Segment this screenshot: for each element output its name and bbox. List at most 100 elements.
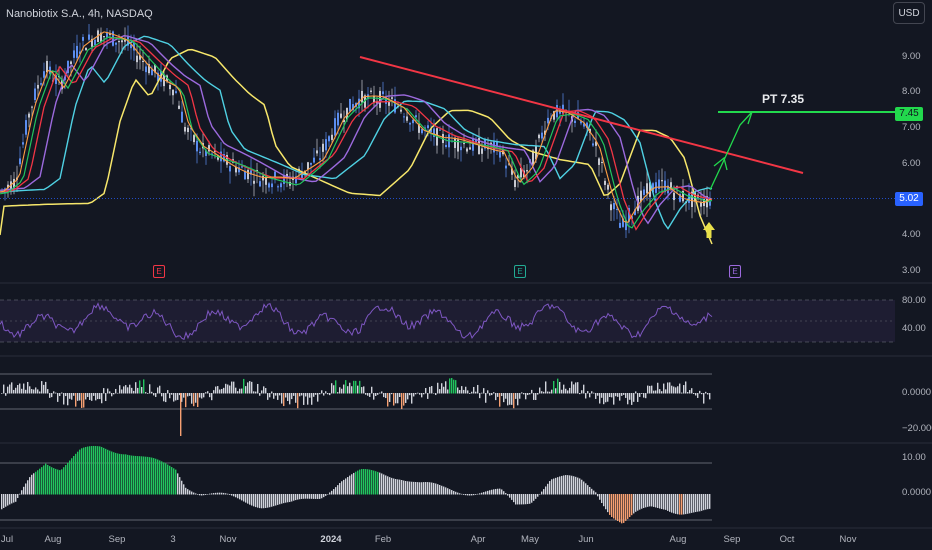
osc-bar bbox=[95, 446, 97, 495]
osc-bar bbox=[529, 494, 531, 504]
osc-bar bbox=[253, 494, 255, 507]
candle-body bbox=[499, 151, 501, 158]
hist-bar bbox=[221, 388, 223, 394]
osc-bar bbox=[627, 494, 629, 519]
hist-bar bbox=[579, 393, 581, 395]
osc-bar bbox=[393, 478, 395, 495]
hist-bar bbox=[301, 393, 303, 396]
candle-body bbox=[358, 98, 360, 109]
hist-bar bbox=[203, 393, 205, 398]
time-label-jul: Jul bbox=[0, 534, 14, 545]
hist-bar bbox=[547, 391, 549, 394]
osc-bar bbox=[665, 494, 667, 510]
hist-bar bbox=[133, 390, 135, 394]
osc-bar bbox=[91, 446, 93, 495]
hist-bar bbox=[507, 393, 509, 406]
osc-bar bbox=[383, 474, 385, 495]
osc-bar bbox=[495, 488, 497, 495]
candle-body bbox=[514, 180, 516, 187]
hist-bar bbox=[393, 393, 395, 406]
osc-bar bbox=[545, 486, 547, 495]
osc-bar bbox=[103, 447, 105, 495]
hist-bar bbox=[445, 381, 447, 394]
osc-bar bbox=[621, 494, 623, 524]
candle-body bbox=[4, 188, 6, 190]
hist-bar bbox=[653, 390, 655, 394]
earnings-marker-3[interactable]: E bbox=[729, 265, 741, 278]
hist-bar bbox=[353, 380, 355, 394]
currency-button[interactable]: USD bbox=[893, 2, 925, 24]
osc-bar bbox=[485, 491, 487, 495]
osc-bar bbox=[155, 458, 157, 495]
osc-bar bbox=[259, 494, 261, 509]
osc-bar bbox=[167, 464, 169, 495]
osc-bar bbox=[465, 494, 467, 496]
osc-bar bbox=[111, 451, 113, 495]
osc-bar bbox=[19, 493, 21, 495]
hist-bar bbox=[273, 393, 275, 399]
candle-body bbox=[157, 72, 159, 82]
osc-bar bbox=[391, 477, 393, 495]
hist-label-0: 0.0000 bbox=[902, 387, 932, 398]
hist-bar bbox=[293, 393, 295, 396]
hist-bar bbox=[317, 393, 319, 402]
candle-body bbox=[415, 115, 417, 118]
hist-bar bbox=[663, 383, 665, 394]
candle-body bbox=[10, 181, 12, 192]
osc-bar bbox=[541, 491, 543, 495]
hist-bar bbox=[359, 380, 361, 394]
hist-bar bbox=[595, 393, 597, 399]
hist-bar bbox=[531, 389, 533, 394]
hist-bar bbox=[697, 393, 699, 398]
hist-bar bbox=[135, 382, 137, 394]
osc-bar bbox=[67, 462, 69, 495]
earnings-marker-1[interactable]: E bbox=[153, 265, 165, 278]
candle-body bbox=[661, 180, 663, 182]
hist-bar bbox=[243, 378, 245, 394]
osc-bar bbox=[589, 486, 591, 495]
candle-body bbox=[544, 130, 546, 135]
osc-bar bbox=[615, 494, 617, 520]
osc-bar bbox=[345, 478, 347, 495]
osc-bar bbox=[575, 476, 577, 495]
hist-bar bbox=[297, 393, 299, 409]
osc-bar bbox=[343, 479, 345, 495]
candle-body bbox=[658, 179, 660, 189]
osc-bar bbox=[409, 481, 411, 495]
earnings-marker-2[interactable]: E bbox=[514, 265, 526, 278]
osc-bar bbox=[695, 494, 697, 513]
hist-bar bbox=[163, 393, 165, 402]
hist-bar bbox=[123, 386, 125, 394]
hist-bar bbox=[227, 384, 229, 394]
hist-bar bbox=[363, 386, 365, 394]
candle-body bbox=[151, 69, 153, 76]
osc-bar bbox=[261, 494, 263, 509]
hist-bar bbox=[471, 391, 473, 394]
hist-bar bbox=[687, 392, 689, 394]
osc-bar bbox=[137, 456, 139, 495]
osc-bar bbox=[263, 494, 265, 509]
price-target-annotation[interactable]: PT 7.35 bbox=[762, 92, 805, 106]
candle-body bbox=[142, 60, 144, 63]
candle-body bbox=[418, 124, 420, 133]
hist-bar bbox=[129, 384, 131, 394]
osc-bar bbox=[213, 493, 215, 495]
hist-bar bbox=[349, 382, 351, 394]
osc-bar bbox=[105, 448, 107, 495]
osc-bar bbox=[403, 480, 405, 495]
osc-bar bbox=[115, 452, 117, 495]
candle-body bbox=[148, 64, 150, 74]
hist-bar bbox=[269, 393, 271, 398]
ma-green bbox=[0, 36, 713, 229]
osc-bar bbox=[5, 494, 7, 507]
osc-bar bbox=[199, 494, 201, 496]
time-label-sep: Sep bbox=[108, 534, 126, 545]
hist-bar bbox=[489, 393, 491, 396]
hist-bar bbox=[27, 381, 29, 394]
hist-bar bbox=[631, 393, 633, 405]
osc-bar bbox=[59, 470, 61, 495]
hist-bar bbox=[201, 393, 203, 399]
hist-bar bbox=[681, 392, 683, 394]
candle-body bbox=[274, 171, 276, 180]
